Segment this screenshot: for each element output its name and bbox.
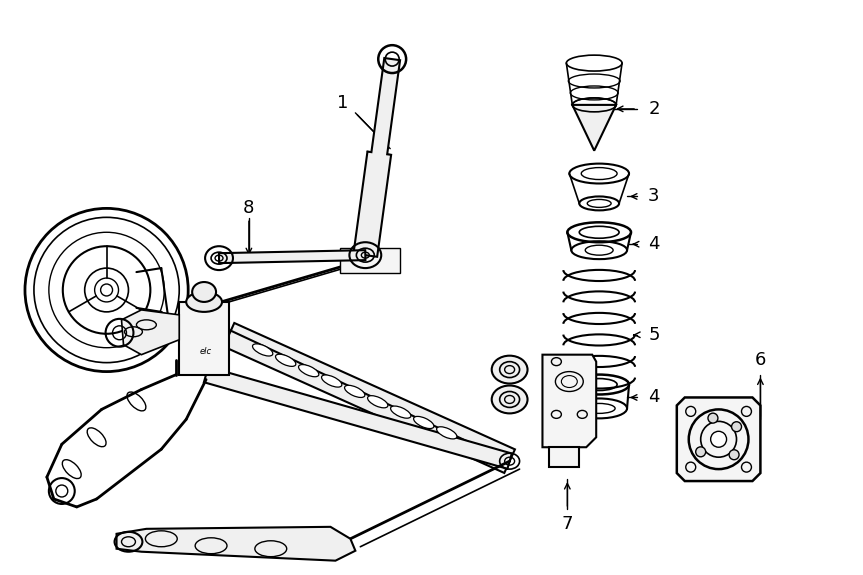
Polygon shape xyxy=(224,323,515,473)
Ellipse shape xyxy=(696,447,706,457)
Ellipse shape xyxy=(708,413,718,423)
Polygon shape xyxy=(180,302,229,374)
Text: 2: 2 xyxy=(648,100,659,118)
Text: 6: 6 xyxy=(755,351,766,369)
Ellipse shape xyxy=(344,385,365,397)
Polygon shape xyxy=(117,527,356,561)
Ellipse shape xyxy=(729,450,739,460)
Ellipse shape xyxy=(492,385,527,413)
Polygon shape xyxy=(354,58,400,257)
Ellipse shape xyxy=(710,431,727,447)
Ellipse shape xyxy=(253,344,273,356)
Ellipse shape xyxy=(368,396,387,408)
Polygon shape xyxy=(550,447,579,467)
Polygon shape xyxy=(219,250,365,263)
Text: 8: 8 xyxy=(243,200,255,217)
Ellipse shape xyxy=(492,356,527,384)
Text: 4: 4 xyxy=(648,235,659,253)
Ellipse shape xyxy=(299,365,318,377)
Ellipse shape xyxy=(413,416,434,428)
Polygon shape xyxy=(543,355,596,447)
Polygon shape xyxy=(122,310,180,355)
Polygon shape xyxy=(204,367,512,469)
Text: 5: 5 xyxy=(648,326,659,344)
Text: 1: 1 xyxy=(337,94,348,112)
Ellipse shape xyxy=(192,282,216,302)
Ellipse shape xyxy=(275,354,296,366)
Polygon shape xyxy=(340,248,400,273)
Polygon shape xyxy=(677,397,760,481)
Text: elc: elc xyxy=(200,347,212,356)
Polygon shape xyxy=(572,105,616,151)
Ellipse shape xyxy=(186,292,222,312)
Text: 4: 4 xyxy=(648,389,659,407)
Ellipse shape xyxy=(322,375,342,387)
Text: 3: 3 xyxy=(648,187,659,205)
Ellipse shape xyxy=(437,427,457,439)
Text: 7: 7 xyxy=(562,515,573,533)
Ellipse shape xyxy=(101,284,112,296)
Ellipse shape xyxy=(732,421,741,432)
Ellipse shape xyxy=(391,406,411,418)
